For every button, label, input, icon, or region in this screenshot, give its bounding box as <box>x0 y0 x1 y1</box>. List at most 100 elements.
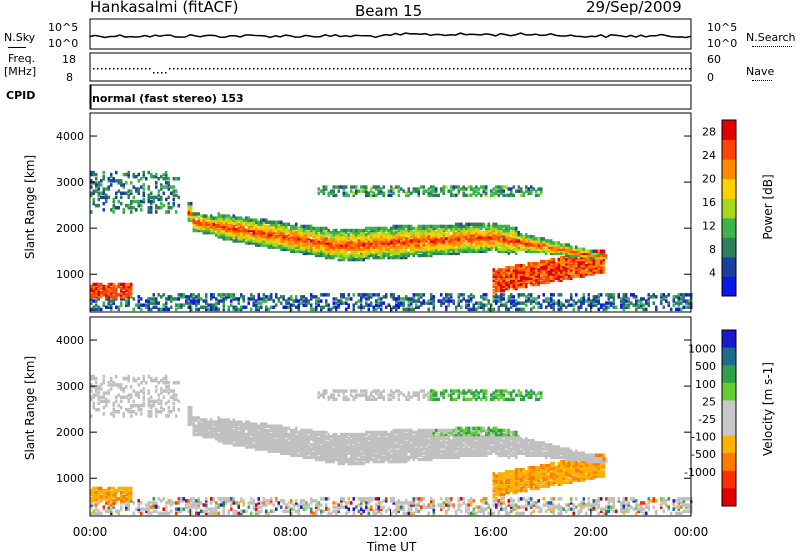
power-cell <box>362 241 365 245</box>
power-cell <box>537 278 540 283</box>
power-cell <box>317 299 320 303</box>
power-cell <box>680 307 683 312</box>
power-cell <box>347 237 350 241</box>
velocity-cell <box>312 511 315 516</box>
velocity-cell <box>297 449 300 453</box>
power-cell <box>492 230 495 235</box>
power-cell <box>580 305 583 309</box>
velocity-cell <box>257 441 260 445</box>
power-cell <box>640 305 643 309</box>
velocity-cell <box>265 422 268 426</box>
power-cell <box>600 270 603 274</box>
velocity-cell <box>212 428 215 433</box>
power-cell <box>202 230 205 235</box>
velocity-cell <box>270 426 273 431</box>
power-cell <box>577 272 580 276</box>
velocity-cell <box>220 418 223 422</box>
velocity-cell <box>202 432 205 437</box>
power-cell <box>635 303 638 307</box>
power-cell <box>517 280 520 285</box>
power-cell <box>412 293 415 297</box>
power-cell <box>522 301 525 305</box>
velocity-cell <box>242 437 245 441</box>
power-cell <box>472 305 475 309</box>
velocity-cell <box>267 424 270 428</box>
velocity-cell <box>220 503 223 507</box>
velocity-cell <box>115 501 118 505</box>
power-cell <box>517 235 520 239</box>
power-cell <box>595 270 598 274</box>
power-cell <box>495 288 498 293</box>
power-cell <box>612 295 615 299</box>
power-cell <box>545 239 548 243</box>
power-cell <box>212 218 215 222</box>
power-cell <box>340 230 343 235</box>
power-cell <box>472 233 475 237</box>
power-cell <box>670 307 673 312</box>
power-cell <box>585 259 588 264</box>
power-cell <box>257 293 260 297</box>
power-cell <box>337 299 340 303</box>
power-cell <box>355 191 358 195</box>
power-cell <box>375 249 378 253</box>
power-cell <box>532 245 535 249</box>
velocity-cell <box>180 509 183 513</box>
power-cell <box>295 241 298 245</box>
power-cell <box>210 228 213 233</box>
freq-point <box>149 68 151 70</box>
velocity-cell <box>112 499 115 503</box>
power-cell <box>475 228 478 233</box>
velocity-cell <box>215 432 218 437</box>
power-cell <box>570 297 573 301</box>
velocity-cell <box>255 437 258 441</box>
power-cell <box>565 251 568 256</box>
power-cell <box>332 230 335 235</box>
power-cell <box>262 239 265 243</box>
power-cell <box>510 249 513 253</box>
power-cell <box>472 226 475 231</box>
power-cell <box>392 243 395 247</box>
power-cell <box>222 220 225 224</box>
power-cell <box>297 307 300 312</box>
power-cell <box>110 305 113 309</box>
power-cell <box>517 243 520 247</box>
velocity-cell <box>187 420 190 424</box>
power-cell <box>315 249 318 253</box>
power-cell <box>430 233 433 237</box>
power-cell <box>445 224 448 229</box>
velocity-cell <box>240 439 243 443</box>
power-cell <box>457 245 460 249</box>
power-cell <box>390 237 393 241</box>
power-cell <box>432 305 435 309</box>
power-cell <box>495 276 498 280</box>
power-cell <box>390 235 393 239</box>
power-cell <box>460 235 463 239</box>
velocity-cell <box>92 492 95 497</box>
power-cell <box>287 245 290 249</box>
power-cell <box>500 243 503 247</box>
power-cell <box>680 293 683 297</box>
power-cell <box>395 233 398 237</box>
power-cell <box>540 276 543 280</box>
power-cell <box>507 193 510 198</box>
velocity-cell <box>230 428 233 433</box>
velocity-cell <box>132 389 135 393</box>
power-cell <box>337 189 340 193</box>
power-cell <box>570 247 573 251</box>
velocity-cell <box>262 497 265 501</box>
power-cell <box>590 257 593 262</box>
power-cell <box>335 230 338 235</box>
velocity-cell <box>130 385 133 389</box>
power-cell <box>590 249 593 253</box>
power-cell <box>397 251 400 256</box>
velocity-cell <box>192 505 195 509</box>
power-cell <box>462 230 465 235</box>
power-cell <box>260 226 263 231</box>
power-cell <box>190 293 193 297</box>
power-cell <box>315 251 318 256</box>
velocity-cell <box>97 490 100 495</box>
power-cell <box>347 228 350 233</box>
velocity-cell <box>310 497 313 501</box>
velocity-cell <box>112 403 115 408</box>
power-cell <box>120 191 123 195</box>
